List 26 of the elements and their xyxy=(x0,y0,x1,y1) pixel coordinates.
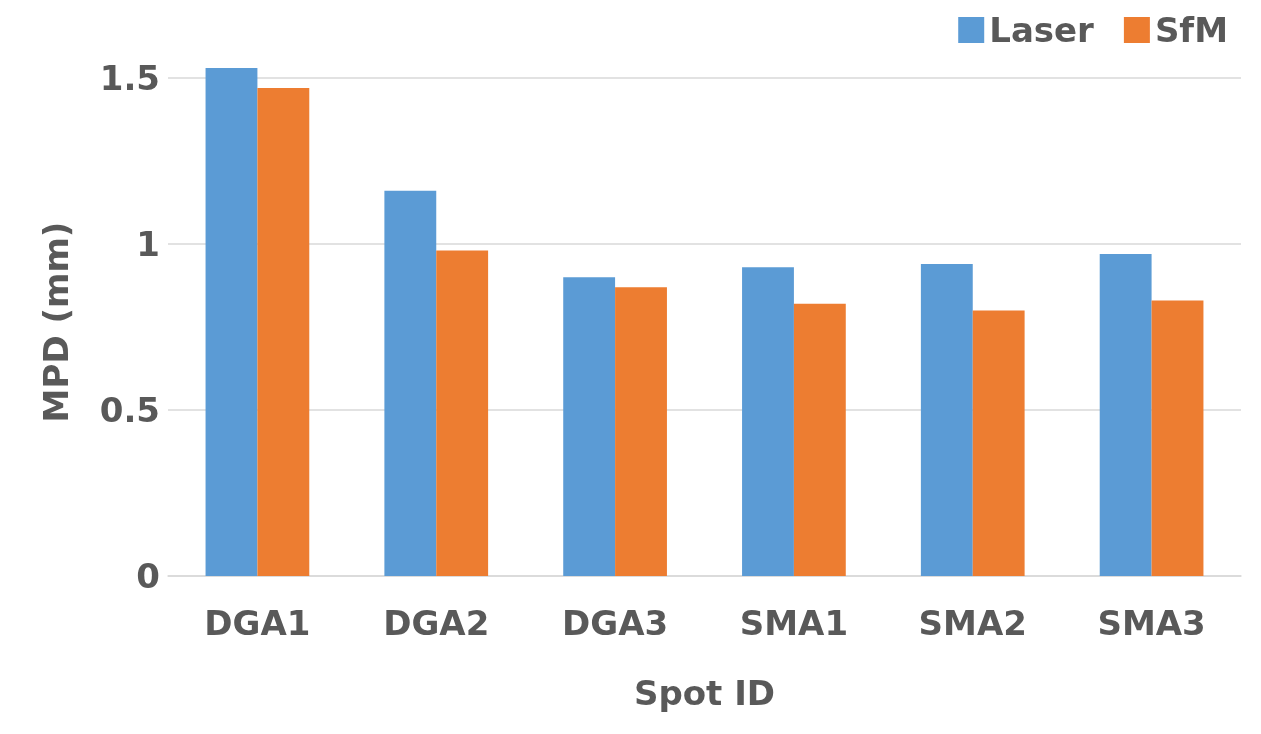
legend-label: Laser xyxy=(989,10,1095,50)
bar xyxy=(436,250,489,576)
bar xyxy=(563,277,616,576)
legend-label: SfM xyxy=(1154,10,1229,50)
bar xyxy=(257,87,310,576)
x-tick-label: DGA2 xyxy=(383,603,490,643)
bar xyxy=(384,190,437,576)
y-tick-label: 1.5 xyxy=(99,57,160,98)
y-axis-title: MPD (mm) xyxy=(36,221,76,423)
bar xyxy=(742,267,794,576)
x-tick-label: DGA3 xyxy=(562,603,669,643)
y-tick-label: 1 xyxy=(136,223,160,264)
x-tick-label: DGA1 xyxy=(204,603,311,643)
bar xyxy=(615,287,667,576)
y-tick-label: 0.5 xyxy=(99,389,160,430)
x-tick-label: SMA1 xyxy=(739,603,849,643)
bar xyxy=(205,68,258,576)
x-tick-label: SMA3 xyxy=(1097,603,1206,643)
x-axis-title: Spot ID xyxy=(633,673,776,713)
bar xyxy=(1099,253,1152,576)
bar xyxy=(972,310,1025,576)
y-tick-label: 0 xyxy=(136,556,160,596)
bar xyxy=(793,303,846,576)
bar xyxy=(1151,300,1204,576)
bar xyxy=(920,263,973,576)
x-tick-label: SMA2 xyxy=(918,603,1027,643)
